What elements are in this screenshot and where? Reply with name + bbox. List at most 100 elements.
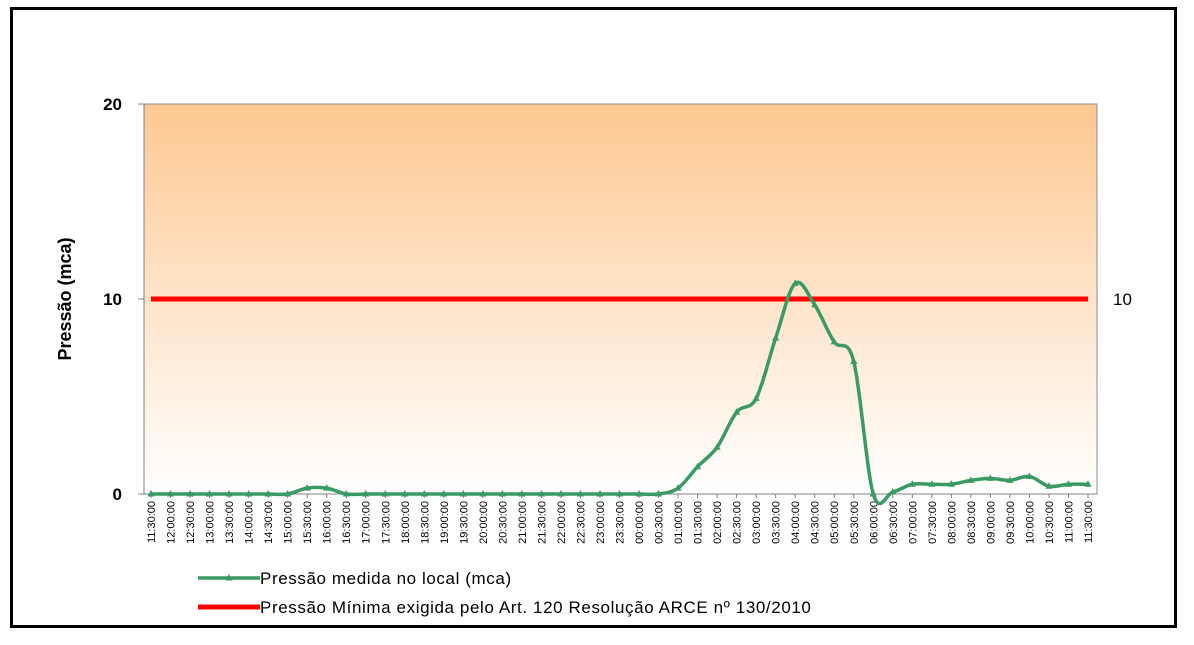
legend-entry-measured: Pressão medida no local (mca) (198, 569, 512, 588)
data-point (205, 490, 214, 497)
data-point (889, 488, 897, 495)
data-point (830, 337, 838, 345)
x-tick-label: 15:00:00 (283, 501, 295, 544)
legend: Pressão medida no local (mca) Pressão Mín… (198, 569, 811, 617)
data-point (811, 300, 819, 308)
x-tick-label: 05:00:00 (829, 501, 841, 544)
data-point (537, 490, 546, 497)
x-tick-label: 21:30:00 (536, 501, 548, 544)
x-tick-label: 03:30:00 (771, 501, 783, 544)
data-point (986, 474, 994, 481)
data-point (850, 357, 858, 364)
y-tick-label: 20 (103, 95, 122, 114)
data-point (752, 394, 760, 401)
data-point (479, 490, 487, 497)
chart: 0 10 20 11:30:00 12:00:00 12:30:00 13:00:00 13… (55, 95, 1132, 617)
chart-frame: 0 10 20 11:30:00 12:00:00 12:30:00 13:00:00 13… (10, 7, 1177, 628)
x-tick-label: 11:30:00 (146, 501, 158, 543)
data-point (733, 408, 741, 415)
x-tick-label: 15:30:00 (302, 501, 314, 544)
data-point (245, 490, 253, 497)
x-tick-label: 16:30:00 (341, 501, 353, 544)
x-tick-label: 03:00:00 (751, 501, 763, 544)
data-point (1064, 480, 1073, 487)
data-point (1045, 482, 1053, 489)
data-point (225, 490, 233, 497)
data-point (635, 490, 643, 497)
data-point (615, 490, 624, 497)
x-tick-label: 12:00:00 (166, 501, 178, 544)
x-tick-label: 04:00:00 (790, 501, 802, 544)
x-tick-label: 10:30:00 (1044, 501, 1056, 544)
data-point (147, 490, 155, 497)
x-tick-label: 06:00:00 (868, 501, 880, 544)
x-tick-label: 01:00:00 (673, 501, 685, 544)
data-point (381, 490, 389, 497)
x-tick-label: 00:00:00 (634, 501, 646, 544)
data-point (1006, 476, 1014, 483)
data-point (284, 490, 292, 497)
x-tick-label: 18:00:00 (400, 501, 412, 544)
data-point (401, 490, 409, 497)
data-point (186, 490, 194, 497)
data-point (713, 443, 721, 450)
data-point (342, 490, 350, 497)
x-tick-label: 06:30:00 (888, 501, 900, 544)
data-point (303, 484, 311, 491)
y-tick-label: 10 (103, 290, 122, 309)
x-tick-label: 07:00:00 (907, 501, 919, 544)
x-tick-label: 14:30:00 (263, 501, 275, 544)
data-point (557, 490, 565, 497)
x-tick-label: 22:30:00 (575, 501, 587, 544)
data-point (928, 480, 936, 487)
x-tick-label: 00:30:00 (654, 501, 666, 544)
x-tick-label: 19:00:00 (439, 501, 451, 544)
data-point (596, 490, 604, 497)
x-tick-label: 22:00:00 (556, 501, 568, 544)
reference-value-label: 10 (1113, 290, 1132, 309)
x-tick-label: 18:30:00 (419, 501, 431, 544)
legend-label: Pressão medida no local (mca) (260, 569, 512, 588)
x-tick-label: 11:00:00 (1063, 501, 1075, 543)
y-axis: 0 10 20 (103, 95, 145, 504)
x-tick-label: 01:30:00 (693, 501, 705, 544)
x-tick-label: 09:00:00 (985, 501, 997, 544)
legend-entry-reference: Pressão Mínima exigida pelo Art. 120 Res… (198, 598, 811, 617)
data-point (967, 476, 975, 483)
x-tick-label: 09:30:00 (1005, 501, 1017, 544)
x-tick-label: 08:00:00 (946, 501, 958, 544)
x-tick-label: 10:00:00 (1024, 501, 1036, 544)
data-point (772, 334, 780, 341)
x-tick-label: 23:30:00 (615, 501, 627, 544)
data-point (518, 490, 526, 497)
x-tick-label: 13:00:00 (205, 501, 217, 544)
data-point (323, 484, 331, 491)
data-point (459, 490, 467, 497)
x-tick-label: 20:30:00 (497, 501, 509, 544)
x-tick-label: 02:30:00 (732, 501, 744, 544)
data-point (576, 490, 585, 497)
data-point (166, 490, 175, 497)
data-point (1025, 472, 1034, 479)
series-measured (147, 279, 1092, 506)
x-tick-label: 07:30:00 (927, 501, 939, 544)
x-tick-label: 14:00:00 (244, 501, 256, 544)
data-point (264, 490, 272, 497)
x-axis: 11:30:00 12:00:00 12:30:00 13:00:00 13:30:00… (144, 493, 1097, 544)
x-tick-label: 23:00:00 (595, 501, 607, 544)
data-point (440, 490, 448, 497)
x-tick-label: 05:30:00 (849, 501, 861, 544)
data-point (947, 480, 955, 487)
x-tick-label: 19:30:00 (458, 501, 470, 544)
x-tick-label: 16:00:00 (322, 501, 334, 544)
x-tick-label: 20:00:00 (478, 501, 490, 544)
x-tick-label: 02:00:00 (712, 501, 724, 544)
x-tick-label: 17:30:00 (380, 501, 392, 544)
x-tick-label: 17:00:00 (361, 501, 373, 544)
data-point (908, 480, 916, 487)
data-point (693, 462, 702, 470)
series-layer: 10 (147, 279, 1132, 506)
x-tick-label: 11:30:00 (1083, 501, 1095, 543)
data-point (654, 490, 663, 497)
data-point (1084, 480, 1092, 487)
